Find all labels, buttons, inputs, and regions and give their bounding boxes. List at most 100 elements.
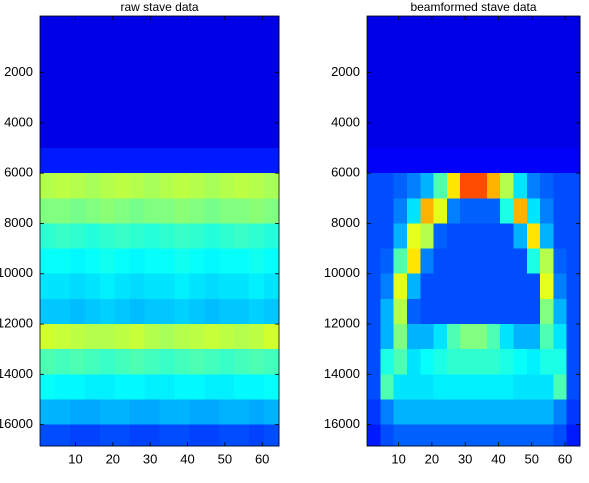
heatmap-cell [264, 223, 280, 250]
heatmap-cell [84, 273, 101, 300]
heatmap-cell [540, 223, 554, 250]
x-tick-label: 40 [180, 451, 194, 466]
y-tick-label: 10000 [324, 265, 360, 280]
heatmap-cell [249, 47, 265, 74]
heatmap-cell [380, 173, 395, 199]
heatmap-cell [513, 424, 528, 447]
heatmap-cell [219, 273, 235, 300]
heatmap-cell [367, 16, 381, 48]
heatmap-cell [69, 47, 86, 74]
heatmap-cell [219, 16, 235, 48]
heatmap-cell [406, 122, 421, 149]
heatmap-cell [526, 173, 541, 199]
heatmap-cell [500, 298, 514, 325]
heatmap-cell [144, 273, 160, 300]
heatmap-cell [420, 248, 435, 275]
heatmap-cell [367, 324, 381, 350]
heatmap-cell [174, 324, 190, 350]
heatmap-cell [159, 399, 175, 426]
heatmap-cell [189, 173, 205, 199]
heatmap-cell [473, 97, 488, 124]
heatmap-cell [174, 424, 190, 447]
heatmap-cell [553, 349, 568, 375]
heatmap-cell [380, 273, 395, 300]
heatmap-cell [566, 198, 581, 224]
heatmap-cell [54, 47, 71, 74]
heatmap-cell [144, 374, 160, 400]
heatmap-cell [460, 72, 474, 99]
heatmap-cell [367, 298, 381, 325]
heatmap-cell [566, 223, 581, 250]
heatmap-cell [189, 248, 205, 275]
heatmap-cell [264, 16, 280, 48]
heatmap-cell [393, 198, 408, 224]
heatmap-cell [114, 16, 131, 48]
heatmap-cell [446, 47, 461, 74]
heatmap-cell [486, 47, 501, 74]
heatmap-cell [526, 374, 541, 400]
heatmap-cell [234, 198, 250, 224]
heatmap-cell [249, 173, 265, 199]
heatmap-cell [526, 47, 541, 74]
heatmap-cell [460, 248, 474, 275]
heatmap-cell [553, 97, 568, 124]
heatmap-cell [144, 298, 160, 325]
heatmap-cell [249, 424, 265, 447]
heatmap-cell [69, 399, 86, 426]
heatmap-cell [234, 72, 250, 99]
heatmap-cell [473, 248, 488, 275]
heatmap-cell [99, 273, 116, 300]
heatmap-cell [249, 148, 265, 174]
heatmap-cell [114, 399, 131, 426]
heatmap-cell [234, 148, 250, 174]
y-tick-label: 16000 [324, 416, 360, 431]
heatmap-cell [219, 298, 235, 325]
heatmap-cell [84, 399, 101, 426]
heatmap-cell [380, 198, 395, 224]
heatmap-cell [513, 47, 528, 74]
heatmap-cell [40, 97, 56, 124]
heatmap-cell [526, 122, 541, 149]
heatmap-cell [114, 198, 131, 224]
heatmap-cell [566, 97, 581, 124]
x-tick-label: 10 [391, 451, 405, 466]
heatmap-cell [114, 148, 131, 174]
heatmap-cell [566, 16, 581, 48]
plot-frame [39, 15, 280, 447]
heatmap-cell [264, 122, 280, 149]
heatmap-cell [460, 399, 474, 426]
heatmap-cell [486, 72, 501, 99]
heatmap-cell [189, 97, 205, 124]
heatmap-cell [553, 324, 568, 350]
heatmap-cell [393, 349, 408, 375]
heatmap-cell [219, 374, 235, 400]
heatmap-cell [513, 248, 528, 275]
heatmap-cell [406, 148, 421, 174]
heatmap-cell [54, 399, 71, 426]
heatmap-cell [219, 399, 235, 426]
heatmap-cell [446, 399, 461, 426]
x-tick-label: 50 [218, 451, 232, 466]
heatmap-cell [54, 16, 71, 48]
heatmap-cell [264, 349, 280, 375]
heatmap-cell [566, 298, 581, 325]
heatmap-cell [446, 298, 461, 325]
heatmap-cell [54, 248, 71, 275]
heatmap-cell [40, 223, 56, 250]
heatmap-cell [486, 248, 501, 275]
heatmap-cell [84, 47, 101, 74]
heatmap-cell [446, 223, 461, 250]
heatmap-cell [500, 374, 514, 400]
heatmap-cell [144, 198, 160, 224]
x-tick-label: 30 [143, 451, 157, 466]
heatmap-cell [84, 16, 101, 48]
heatmap-cell [406, 72, 421, 99]
heatmap-cell [513, 349, 528, 375]
heatmap-cell [234, 173, 250, 199]
heatmap-cell [144, 72, 160, 99]
heatmap-cell [406, 97, 421, 124]
heatmap-cell [40, 349, 56, 375]
heatmap-cell [420, 273, 435, 300]
heatmap-cell [174, 349, 190, 375]
